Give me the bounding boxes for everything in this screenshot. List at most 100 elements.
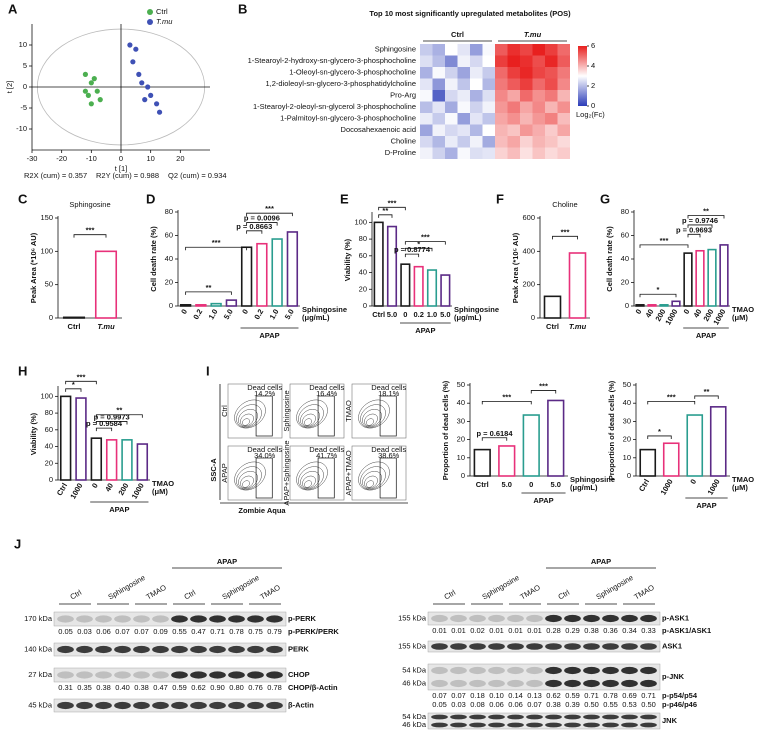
group-label: APAP (696, 501, 716, 510)
group-label: APAP (533, 496, 553, 505)
lane-group-label: TMAO (518, 583, 541, 602)
y-axis-label: Viability (%) (29, 412, 38, 455)
heatmap-cell (445, 124, 458, 136)
kda-label: 155 kDa (398, 641, 427, 650)
heatmap-cell (445, 136, 458, 148)
lane-group-label: Ctrl (182, 588, 197, 602)
ratio-value: 0.47 (153, 683, 168, 692)
heatmap-cell (420, 124, 433, 136)
ratio-value: 0.76 (248, 683, 263, 692)
significance-label: p = 0.9973 (94, 412, 130, 421)
significance-bracket (404, 247, 433, 252)
heatmap-cell (457, 136, 470, 148)
ratio-value: 0.05 (432, 700, 447, 709)
bar (240, 246, 253, 307)
heatmap-cell (507, 55, 520, 67)
blot-band (450, 666, 467, 675)
bar (136, 443, 149, 481)
x-unit-label: (μM) (732, 313, 748, 322)
significance-label: * (657, 285, 660, 294)
y-axis-label: Cell death rate (%) (149, 226, 158, 292)
heatmap-cell (495, 147, 508, 159)
x-tick-label: T.mu (97, 322, 115, 331)
heatmap-cell (557, 55, 570, 67)
heatmap-cell (507, 67, 520, 79)
ratio-value: 0.02 (470, 626, 485, 635)
y-tick-label: 20 (359, 284, 367, 293)
sample-label: Sphingosine (282, 390, 291, 431)
bar (568, 252, 587, 319)
blot-row-label: p-ASK1 (662, 613, 689, 622)
x-tick-label: 40 (691, 307, 703, 319)
flow-plot-frame (351, 383, 407, 439)
x-unit-label: (μg/mL) (570, 483, 598, 492)
heatmap-cell (557, 124, 570, 136)
y-axis-label: Proportion of dead cells (%) (441, 380, 450, 480)
significance-label: *** (212, 238, 221, 247)
bar (94, 250, 118, 319)
blot-band (171, 615, 188, 623)
x-tick-label: 5.0 (502, 480, 512, 489)
bar (121, 439, 133, 481)
heatmap-cell (482, 90, 495, 102)
column-group-label: Ctrl (451, 30, 464, 39)
bar (639, 448, 657, 477)
ratio-value: 0.06 (96, 627, 111, 636)
flow-plot-frame (227, 445, 283, 501)
ratio-value: 0.18 (470, 691, 485, 700)
x-unit-label: (μg/mL) (454, 313, 482, 322)
ratio-value: 0.62 (546, 691, 561, 700)
contour (360, 404, 386, 428)
blot-band (526, 666, 543, 675)
lane-group-label: Sphingosine (220, 573, 260, 601)
heatmap-cell (507, 44, 520, 56)
x-tick-label: 200 (116, 481, 130, 496)
data-point (91, 76, 97, 82)
y-tick-label: 40 (359, 268, 367, 277)
heatmap-cell (457, 78, 470, 90)
blot-row-label: p-JNK (662, 672, 685, 681)
heatmap-cell (545, 90, 558, 102)
significance-bracket (246, 222, 278, 226)
blot-band (602, 614, 619, 623)
gate-percentage: 14.2% (254, 389, 276, 398)
heatmap-cell (432, 90, 445, 102)
significance-bracket (185, 291, 232, 295)
x-tick-label: 0 (688, 477, 698, 485)
blot-strip (427, 663, 661, 691)
contour (358, 461, 390, 491)
ratio-value: 0.14 (508, 691, 523, 700)
x-tick-label: 0 (240, 307, 250, 315)
blot-band (266, 645, 283, 654)
heatmap-cell (482, 124, 495, 136)
significance-label: *** (265, 204, 274, 213)
blot-band (266, 671, 283, 679)
contour (238, 409, 258, 427)
blot-band (152, 701, 169, 710)
heatmap-cell (495, 78, 508, 90)
blot-band (602, 666, 619, 675)
ratio-label: CHOP/β-Actin (288, 683, 338, 692)
colorbar-tick-label: 4 (591, 61, 595, 70)
significance-label: *** (667, 392, 676, 401)
x-tick-label: 1.0 (207, 307, 220, 321)
flow-plot-frame (351, 445, 407, 501)
blot-band (507, 643, 524, 650)
x-unit-label: TMAO (732, 475, 754, 484)
blot-strip (427, 712, 661, 730)
bar (440, 274, 451, 307)
legend-label: Ctrl (156, 7, 168, 16)
blot-band (76, 615, 93, 623)
ratio-value: 0.07 (527, 700, 542, 709)
y-tick-label: 200 (522, 280, 535, 289)
row-label: Sphingosine (375, 45, 416, 54)
ratio-value: 0.62 (191, 683, 206, 692)
heatmap-cell (445, 67, 458, 79)
heatmap-cell (482, 136, 495, 148)
y-tick-label: 10 (19, 40, 27, 49)
heatmap-cell (545, 44, 558, 56)
significance-label: p = 0.9746 (682, 216, 718, 225)
gate (317, 457, 335, 499)
y-tick-label: 0 (627, 471, 631, 480)
heatmap-cell (507, 101, 520, 113)
